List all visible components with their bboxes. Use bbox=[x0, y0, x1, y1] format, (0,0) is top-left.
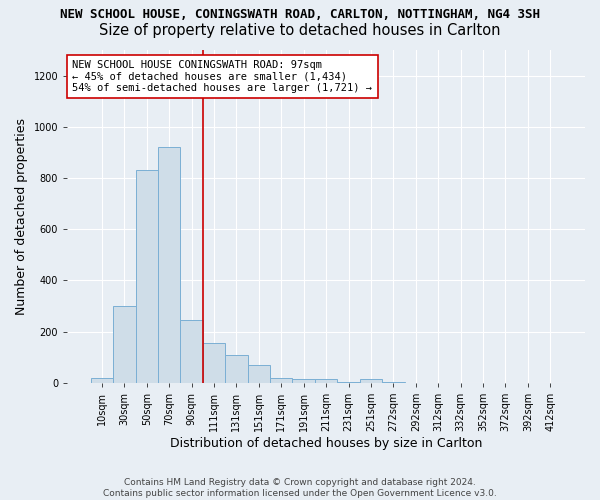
Bar bbox=[225, 354, 248, 383]
Text: NEW SCHOOL HOUSE CONINGSWATH ROAD: 97sqm
← 45% of detached houses are smaller (1: NEW SCHOOL HOUSE CONINGSWATH ROAD: 97sqm… bbox=[73, 60, 373, 93]
Bar bbox=[360, 379, 382, 383]
Bar bbox=[337, 382, 360, 383]
Bar bbox=[113, 306, 136, 383]
Bar bbox=[181, 320, 203, 383]
Bar bbox=[248, 365, 270, 383]
Text: NEW SCHOOL HOUSE, CONINGSWATH ROAD, CARLTON, NOTTINGHAM, NG4 3SH: NEW SCHOOL HOUSE, CONINGSWATH ROAD, CARL… bbox=[60, 8, 540, 20]
Text: Contains HM Land Registry data © Crown copyright and database right 2024.
Contai: Contains HM Land Registry data © Crown c… bbox=[103, 478, 497, 498]
Bar bbox=[270, 378, 292, 383]
Bar bbox=[91, 378, 113, 383]
Bar bbox=[158, 148, 181, 383]
X-axis label: Distribution of detached houses by size in Carlton: Distribution of detached houses by size … bbox=[170, 437, 482, 450]
Bar bbox=[136, 170, 158, 383]
Bar bbox=[292, 379, 315, 383]
Y-axis label: Number of detached properties: Number of detached properties bbox=[15, 118, 28, 315]
Text: Size of property relative to detached houses in Carlton: Size of property relative to detached ho… bbox=[99, 22, 501, 38]
Bar bbox=[203, 343, 225, 383]
Bar bbox=[382, 382, 404, 383]
Bar bbox=[315, 379, 337, 383]
